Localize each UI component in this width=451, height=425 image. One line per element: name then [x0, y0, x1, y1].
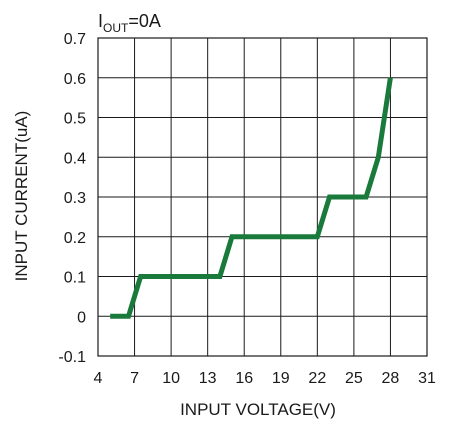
x-tick-label: 22	[308, 370, 326, 387]
y-tick-label: 0.4	[64, 150, 86, 167]
y-tick-label: -0.1	[58, 349, 86, 366]
chart-title-main: I	[98, 11, 103, 31]
y-axis-label: INPUT CURRENT(uA)	[12, 111, 31, 282]
y-tick-label: 0.3	[64, 190, 86, 207]
x-tick-label: 7	[130, 370, 139, 387]
y-tick-label: 0.1	[64, 270, 86, 287]
y-tick-label: 0	[77, 309, 86, 326]
y-tick-label: 0.2	[64, 230, 86, 247]
plot-frame	[97, 37, 428, 357]
chart-title: IOUT=0A	[98, 11, 161, 35]
series-line	[110, 77, 393, 319]
x-tick-label: 13	[199, 370, 217, 387]
x-axis-label: INPUT VOLTAGE(V)	[180, 400, 336, 419]
x-tick-label: 28	[382, 370, 400, 387]
x-tick-label: 19	[272, 370, 290, 387]
chart-title-subscript: OUT	[103, 21, 129, 35]
x-tick-labels: 4 7 10 13 16 19 22 25 28 31	[94, 370, 436, 387]
x-tick-label: 31	[418, 370, 436, 387]
x-tick-label: 4	[94, 370, 103, 387]
x-tick-label: 16	[235, 370, 253, 387]
y-tick-labels: -0.1 0 0.1 0.2 0.3 0.4 0.5 0.6 0.7	[58, 31, 86, 366]
y-tick-label: 0.5	[64, 111, 86, 128]
y-tick-label: 0.6	[64, 71, 86, 88]
x-tick-label: 25	[345, 370, 363, 387]
chart-title-rest: =0A	[128, 11, 161, 31]
y-tick-label: 0.7	[64, 31, 86, 48]
x-tick-label: 10	[162, 370, 180, 387]
